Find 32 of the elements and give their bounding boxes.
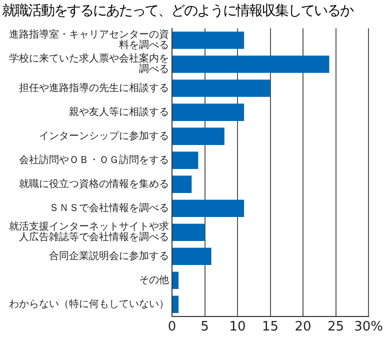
bar xyxy=(172,128,224,145)
bar xyxy=(172,176,192,193)
bar xyxy=(172,56,330,73)
x-tick-label: 20 xyxy=(294,320,312,335)
bar xyxy=(172,248,212,266)
x-tick-label: 0 xyxy=(168,320,176,335)
x-tick-label: 5 xyxy=(200,320,209,335)
bar xyxy=(172,272,179,290)
x-tick-label: 25 xyxy=(328,320,344,335)
y-tick-label: 就活支援インターネットサイトや求人広告雑誌等で会社情報を調べる xyxy=(9,220,169,244)
y-tick-label: 学校に来ていた求人票や会社案内を調べる xyxy=(9,52,169,76)
y-tick-label: 進路指導室・キャリアセンターの資料を調べる xyxy=(9,28,169,52)
y-tick-label: 就職に役立つ資格の情報を集める xyxy=(19,178,169,190)
y-tick-label: ＳＮＳで会社情報を調べる xyxy=(49,202,169,214)
y-tick-label: インターンシップに参加する xyxy=(39,130,169,142)
chart-title: 就職活動をするにあたって、どのように情報収集しているか xyxy=(2,2,354,20)
y-tick-label: 担任や進路指導の先生に相談する xyxy=(19,82,169,94)
bar xyxy=(172,32,244,49)
bar xyxy=(172,152,198,169)
x-tick-label: 30% xyxy=(354,320,384,335)
y-tick-label: わからない（特に何もしていない） xyxy=(9,298,169,310)
bar xyxy=(172,224,205,241)
bar xyxy=(172,80,270,97)
y-tick-label: 会社訪問やＯＢ・ＯＧ訪問をする xyxy=(19,154,169,166)
x-tick-label: 10 xyxy=(229,320,246,335)
y-tick-label: 親や友人等に相談する xyxy=(69,106,169,118)
bar xyxy=(172,104,244,121)
y-tick-label: 合同企業説明会に参加する xyxy=(49,250,169,262)
y-tick-label: その他 xyxy=(139,274,169,286)
bar xyxy=(172,296,179,314)
x-tick-label: 15 xyxy=(262,320,279,335)
bar xyxy=(172,200,244,217)
